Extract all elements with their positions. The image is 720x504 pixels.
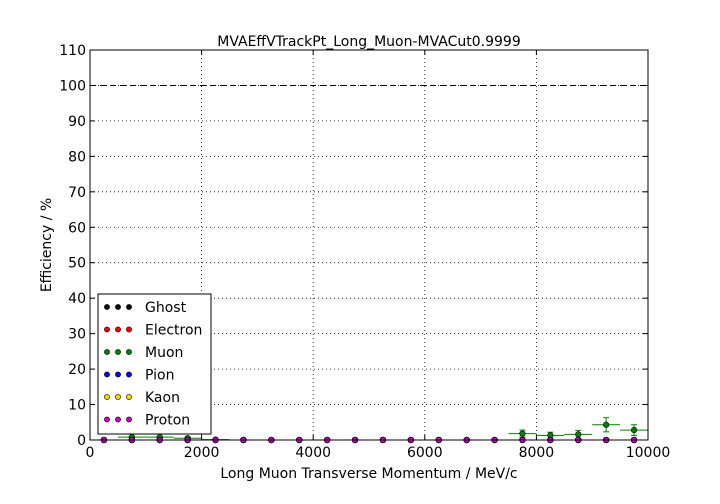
legend-label: Electron (145, 323, 202, 339)
legend-marker (126, 326, 132, 333)
legend-marker (104, 349, 110, 355)
data-point (575, 431, 582, 438)
legend-marker (115, 304, 121, 310)
legend-label: Muon (145, 345, 183, 361)
legend-marker (126, 304, 132, 310)
y-tick-label: 0 (77, 433, 86, 449)
legend-item-electron: Electron (104, 323, 202, 339)
y-tick-label: 80 (68, 149, 86, 165)
x-axis-label: Long Muon Transverse Momentum / MeV/c (220, 466, 517, 482)
chart-title: MVAEffVTrackPt_Long_Muon-MVACut0.9999 (217, 34, 521, 50)
legend-label: Ghost (145, 300, 187, 316)
legend-marker (104, 326, 110, 333)
legend-marker (126, 371, 132, 378)
legend-marker (115, 326, 121, 333)
legend-marker (126, 349, 132, 355)
legend-marker (115, 394, 121, 400)
legend-label: Kaon (145, 390, 180, 406)
legend-marker (104, 371, 110, 378)
legend-marker (104, 394, 110, 400)
legend-marker (126, 394, 132, 400)
y-axis-label: Efficiency / % (39, 198, 55, 292)
legend-marker (115, 416, 121, 423)
axis-ticks: 0 2000 4000 6000 8000 10000 0 10 20 30 40 50 60 70 80 9… (59, 43, 670, 461)
y-tick-label: 20 (68, 362, 86, 378)
y-tick-label: 70 (68, 185, 86, 201)
legend-item-kaon: Kaon (104, 390, 180, 406)
y-tick-label: 110 (59, 43, 86, 59)
data-point (603, 421, 610, 428)
legend-marker (115, 371, 121, 378)
legend-item-muon: Muon (104, 345, 183, 361)
data-point (519, 430, 526, 437)
x-tick-label: 2000 (184, 445, 220, 461)
legend-item-proton: Proton (104, 413, 190, 429)
y-tick-label: 10 (68, 398, 86, 414)
y-tick-label: 30 (68, 327, 86, 343)
x-tick-label: 8000 (519, 445, 555, 461)
legend-box (97, 293, 212, 435)
legend-item-ghost: Ghost (104, 300, 187, 316)
data-point (630, 426, 638, 434)
legend: Ghost Electron Muon Pion Kaon Proton (97, 293, 212, 435)
legend-label: Proton (145, 413, 190, 429)
x-tick-label: 4000 (295, 445, 331, 461)
x-tick-label: 0 (86, 445, 95, 461)
y-tick-label: 40 (68, 291, 86, 307)
legend-marker (126, 416, 132, 423)
legend-marker (104, 416, 110, 423)
plot-frame (89, 49, 649, 441)
y-tick-label: 90 (68, 114, 86, 130)
y-tick-label: 60 (68, 220, 86, 236)
y-tick-label: 50 (68, 256, 86, 272)
legend-label: Pion (145, 368, 174, 384)
legend-marker (115, 349, 121, 355)
x-tick-label: 10000 (626, 445, 671, 461)
legend-item-pion: Pion (104, 368, 174, 384)
x-tick-label: 6000 (407, 445, 443, 461)
legend-marker (104, 304, 110, 310)
y-tick-label: 100 (59, 78, 86, 94)
